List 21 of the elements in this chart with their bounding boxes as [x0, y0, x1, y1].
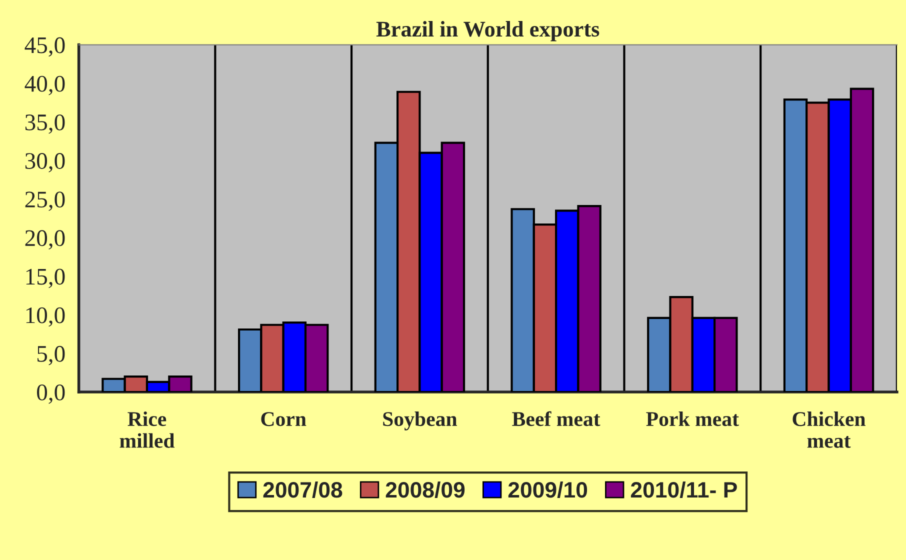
legend-label: 2009/10	[508, 481, 588, 498]
y-tick-label: 10,0	[26, 307, 65, 327]
y-tick-label: 30,0	[25, 153, 65, 172]
x-tick-label: Soybean	[383, 411, 458, 430]
x-tick-label: Beef meat	[512, 411, 600, 426]
chart-title: Brazil in World exports	[376, 21, 600, 42]
x-tick-label: Pork meat	[646, 411, 739, 426]
x-tick-label: Rice milled	[120, 411, 175, 448]
legend-label: 2008/09	[386, 481, 465, 498]
y-tick-label: 15,0	[26, 268, 65, 288]
y-tick-label: 5,0	[37, 346, 65, 366]
y-tick-label: 20,0	[25, 230, 65, 250]
y-tick-label: 35,0	[25, 114, 65, 134]
y-tick-label: 0,0	[37, 384, 65, 404]
x-tick-label: Corn	[261, 412, 306, 426]
legend-label: 2010/11- P	[630, 481, 737, 498]
y-tick-label: 45,0	[24, 37, 65, 57]
y-tick-label: 25,0	[25, 192, 65, 211]
x-tick-label: Chicken meat	[792, 411, 866, 448]
legend-label: 2007/08	[263, 481, 342, 498]
y-tick-label: 40,0	[24, 76, 65, 96]
